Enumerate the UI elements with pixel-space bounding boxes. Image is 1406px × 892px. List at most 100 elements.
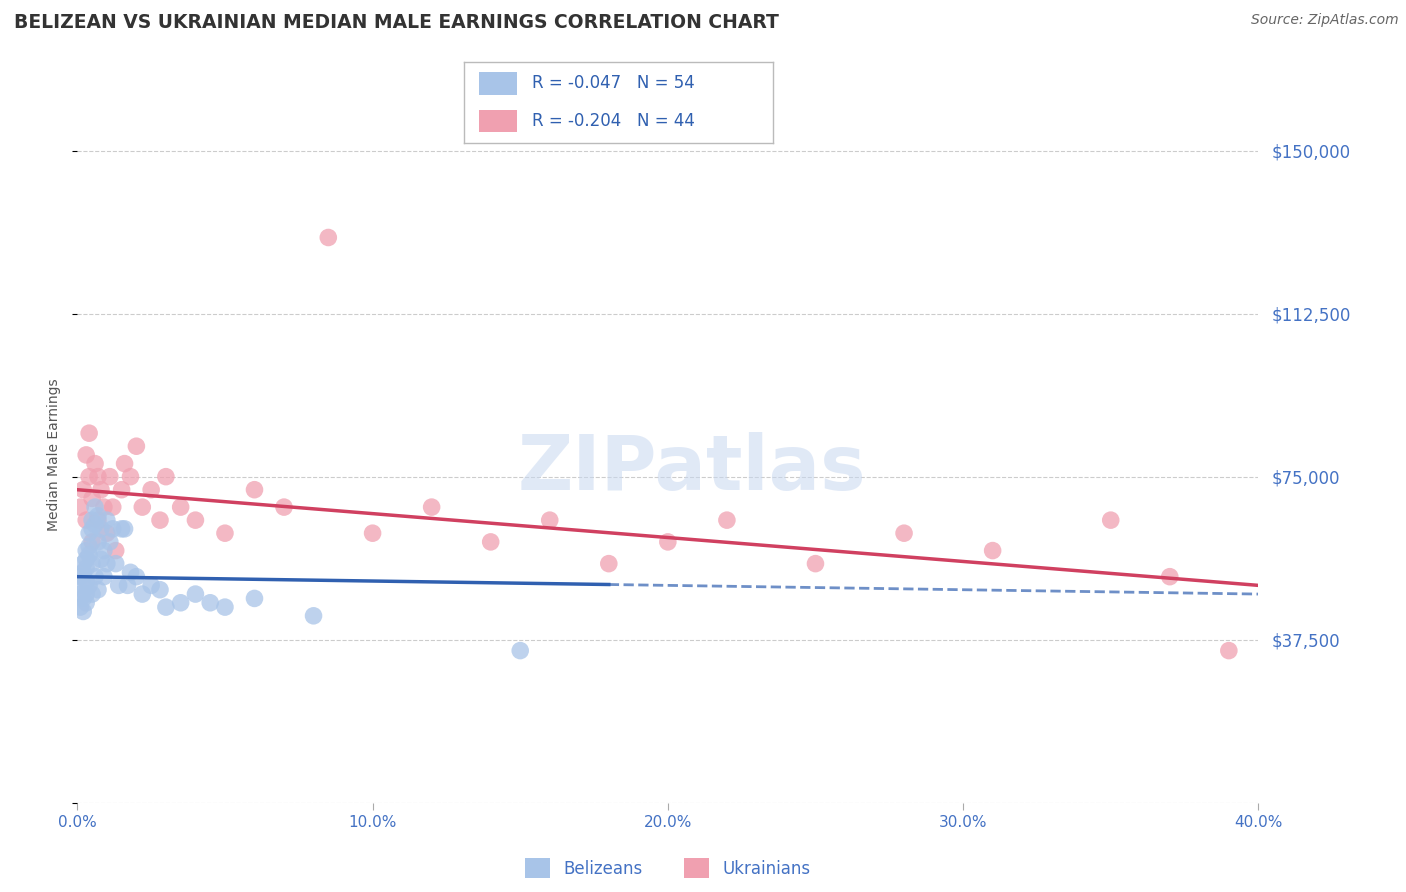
Point — [120, 566, 142, 580]
Point — [804, 557, 827, 571]
Point — [98, 469, 121, 483]
Point — [75, 574, 97, 588]
Point — [90, 522, 112, 536]
Text: BELIZEAN VS UKRAINIAN MEDIAN MALE EARNINGS CORRELATION CHART: BELIZEAN VS UKRAINIAN MEDIAN MALE EARNIN… — [14, 13, 779, 32]
Point — [84, 517, 107, 532]
Point — [82, 513, 104, 527]
Point — [184, 513, 207, 527]
Point — [893, 526, 915, 541]
Point — [87, 513, 110, 527]
Point — [1218, 643, 1240, 657]
Text: ZIPatlas: ZIPatlas — [517, 432, 866, 506]
Text: R = -0.204   N = 44: R = -0.204 N = 44 — [531, 112, 695, 130]
Legend: Belizeans, Ukrainians: Belizeans, Ukrainians — [519, 851, 817, 885]
Point — [302, 608, 325, 623]
Text: R = -0.047   N = 54: R = -0.047 N = 54 — [531, 74, 695, 92]
Point — [75, 448, 97, 462]
Point — [716, 513, 738, 527]
Point — [93, 570, 115, 584]
Point — [96, 557, 118, 571]
Point — [131, 587, 153, 601]
Point — [318, 230, 340, 244]
Point — [93, 500, 115, 514]
Point — [149, 582, 172, 597]
Point — [200, 596, 222, 610]
Point — [155, 469, 177, 483]
Point — [96, 513, 118, 527]
Point — [125, 570, 148, 584]
Point — [69, 500, 91, 514]
Point — [101, 500, 124, 514]
Point — [598, 557, 620, 571]
Point — [155, 600, 177, 615]
Point — [84, 500, 107, 514]
Point — [75, 543, 97, 558]
Point — [170, 596, 193, 610]
Point — [96, 526, 118, 541]
Point — [104, 557, 127, 571]
Point — [82, 587, 104, 601]
Point — [104, 543, 127, 558]
Point — [82, 557, 104, 571]
Point — [273, 500, 295, 514]
Point — [77, 426, 100, 441]
Point — [1099, 513, 1122, 527]
Point — [75, 561, 97, 575]
Point — [82, 522, 104, 536]
Point — [84, 457, 107, 471]
Point — [117, 578, 139, 592]
Point — [120, 469, 142, 483]
Point — [87, 535, 110, 549]
Point — [75, 596, 97, 610]
Point — [72, 557, 94, 571]
Point — [69, 587, 91, 601]
FancyBboxPatch shape — [479, 110, 516, 132]
Point — [538, 513, 561, 527]
Point — [77, 526, 100, 541]
Point — [141, 578, 163, 592]
Point — [72, 578, 94, 592]
Point — [214, 526, 236, 541]
Point — [72, 483, 94, 497]
Point — [77, 469, 100, 483]
Point — [90, 483, 112, 497]
Point — [111, 483, 132, 497]
Point — [87, 582, 110, 597]
Point — [77, 548, 100, 562]
Point — [184, 587, 207, 601]
Point — [107, 578, 129, 592]
Point — [141, 483, 163, 497]
Point — [87, 469, 110, 483]
Point — [72, 605, 94, 619]
Point — [82, 491, 104, 506]
Point — [87, 508, 110, 523]
Point — [72, 591, 94, 606]
Point — [69, 600, 91, 615]
Point — [131, 500, 153, 514]
Point — [77, 539, 100, 553]
Point — [125, 439, 148, 453]
Point — [77, 578, 100, 592]
Point — [420, 500, 443, 514]
Y-axis label: Median Male Earnings: Median Male Earnings — [46, 378, 60, 532]
Point — [657, 535, 679, 549]
Point — [82, 535, 104, 549]
Point — [98, 535, 121, 549]
Point — [75, 587, 97, 601]
Point — [981, 543, 1004, 558]
FancyBboxPatch shape — [479, 72, 516, 95]
Point — [69, 570, 91, 584]
Point — [90, 552, 112, 566]
Point — [1159, 570, 1181, 584]
Point — [84, 570, 107, 584]
Point — [243, 591, 266, 606]
Point — [479, 535, 502, 549]
Point — [75, 552, 97, 566]
Point — [361, 526, 384, 541]
Point — [114, 457, 136, 471]
Point — [170, 500, 193, 514]
Point — [509, 643, 531, 657]
Point — [114, 522, 136, 536]
Point — [149, 513, 172, 527]
Text: Source: ZipAtlas.com: Source: ZipAtlas.com — [1251, 13, 1399, 28]
